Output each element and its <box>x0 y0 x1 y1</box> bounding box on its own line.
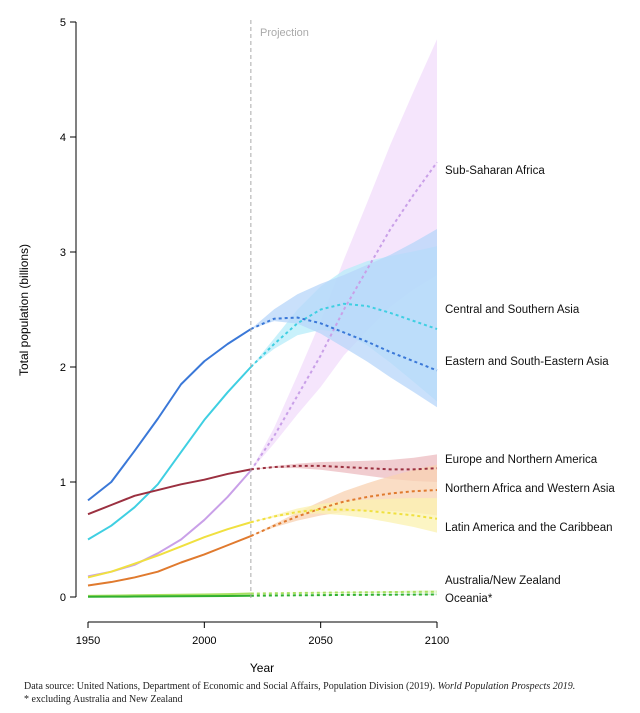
series-line-estimate <box>87 594 251 598</box>
series-label: Oceania* <box>445 593 493 605</box>
uncertainty-band <box>250 229 437 408</box>
series-line-projection <box>250 316 438 372</box>
projection-label: Projection <box>260 27 309 39</box>
y-tick-label: 3 <box>60 247 66 259</box>
series-line-estimate <box>87 468 252 516</box>
y-tick-label: 1 <box>60 477 66 489</box>
y-tick-label: 2 <box>60 362 66 374</box>
series-line-projection <box>250 508 438 524</box>
x-tick-label: 2050 <box>308 635 332 647</box>
source-title: World Population Prospects 2019. <box>437 681 576 692</box>
series-line-projection <box>250 593 438 597</box>
data-source-note: Data source: United Nations, Department … <box>24 681 575 692</box>
series-label: Northern Africa and Western Asia <box>445 483 615 495</box>
y-axis-label: Total population (billions) <box>17 244 31 376</box>
asterisk-note: * excluding Australia and New Zealand <box>24 694 183 705</box>
series-line-projection <box>250 590 438 595</box>
series-label: Latin America and the Caribbean <box>445 522 613 534</box>
source-text: Data source: United Nations, Department … <box>24 681 436 692</box>
x-tick-label: 1950 <box>76 635 100 647</box>
axes: 0 1 2 3 4 5 1950 2000 2050 2100 <box>60 17 449 647</box>
series-line-projection <box>250 489 438 537</box>
uncertainty-band <box>250 454 437 482</box>
series-label: Europe and Northern America <box>445 454 598 466</box>
uncertainty-band <box>250 497 437 533</box>
series-line-estimate <box>87 592 251 597</box>
series-line-projection <box>250 464 438 471</box>
series-label: Eastern and South-Eastern Asia <box>445 356 609 368</box>
series-line-estimate <box>87 521 252 579</box>
series-label: Sub-Saharan Africa <box>445 165 545 177</box>
y-tick-label: 0 <box>60 592 66 604</box>
x-axis-label: Year <box>250 661 274 675</box>
uncertainty-band <box>250 464 437 537</box>
series-line-estimate <box>87 366 252 541</box>
series-labels: Sub-Saharan Africa Central and Southern A… <box>445 165 615 605</box>
y-tick-label: 4 <box>60 132 66 144</box>
series-label: Australia/New Zealand <box>445 575 561 587</box>
series-label: Central and Southern Asia <box>445 304 580 316</box>
y-tick-label: 5 <box>60 17 66 29</box>
series-line-estimate <box>87 535 252 587</box>
uncertainty-band <box>250 39 437 471</box>
series-lines <box>87 161 438 598</box>
x-tick-label: 2000 <box>192 635 216 647</box>
x-tick-label: 2100 <box>425 635 449 647</box>
series-line-estimate <box>87 328 252 502</box>
series-line-projection <box>250 161 438 472</box>
series-line-projection <box>250 302 438 368</box>
